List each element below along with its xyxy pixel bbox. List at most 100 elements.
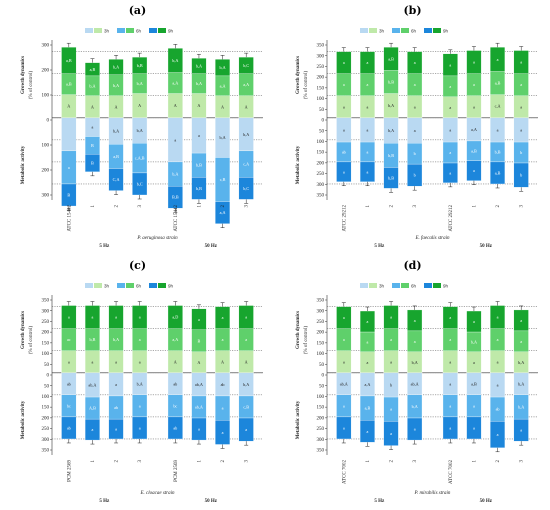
y-tick-label: 200 (317, 76, 325, 81)
sig-label: A (197, 103, 200, 108)
sig-label: a (520, 82, 522, 87)
legend-swatch-down (433, 28, 441, 33)
sig-label: b,C (243, 63, 249, 69)
legend: 3h 6h 9h (85, 283, 174, 289)
sig-label: a (473, 104, 475, 109)
sig-label: a (245, 315, 247, 320)
sig-label: a (115, 427, 117, 432)
sig-label: b (520, 150, 522, 155)
sig-label: c,B (243, 404, 249, 410)
sig-label: b,A (219, 65, 225, 71)
sig-label: B (198, 338, 201, 343)
sig-label: a (473, 403, 475, 408)
sig-label: a (68, 315, 70, 320)
sig-label: a,A (172, 337, 178, 343)
sig-label: b,A (113, 337, 119, 343)
group-label: 50 Hz (480, 244, 493, 249)
sig-label: a,A (220, 83, 226, 89)
y-axis-labels: Growth dynamics (% of control) (21, 56, 34, 99)
sig-label: a (497, 337, 499, 342)
sig-label: a,A (471, 127, 477, 133)
x-tick-label: 3 (413, 205, 418, 208)
group-label: 5 Hz (99, 499, 110, 504)
sig-label: b,A (219, 135, 225, 141)
sig-label: a (520, 428, 522, 433)
group-label: 5 Hz (374, 244, 385, 249)
sig-label: A (174, 103, 177, 108)
x-tick-label: 3 (520, 460, 525, 463)
sig-label: b,A (137, 81, 143, 87)
y-tick-label: 150 (42, 341, 50, 346)
sig-label: b (390, 382, 392, 387)
group-label: 5 Hz (99, 244, 110, 249)
sig-label: A (197, 360, 200, 365)
y-tick-label: 0 (322, 374, 325, 379)
sig-label: ab,A (411, 381, 419, 387)
legend-label: 6h (411, 29, 417, 34)
sig-label: A (91, 104, 94, 109)
ylabel-metabolic: Metabolic activity (296, 400, 301, 439)
sig-label: a (198, 317, 200, 322)
sig-label: a (497, 382, 499, 387)
sig-label: b,A (196, 63, 202, 69)
sig-label: A (138, 103, 141, 108)
sig-label: a (497, 315, 499, 320)
growth-bar-segment (490, 305, 506, 329)
sig-label: ab,A (340, 381, 348, 387)
sig-label: a,B (471, 381, 477, 387)
sig-label: b,B (388, 175, 394, 181)
sig-label: a (497, 57, 499, 62)
y-tick-label: 300 (42, 309, 50, 314)
legend-swatch-down (126, 283, 134, 288)
sig-label: A (221, 359, 224, 364)
legend-label: 9h (443, 284, 449, 289)
sig-label: ab (496, 407, 500, 412)
ylabel-unit: (% of control) (304, 326, 309, 355)
sig-label: a (449, 425, 451, 430)
y-tick-label: 50 (319, 363, 325, 368)
panel-label: (c) (129, 259, 146, 272)
sig-label: a (139, 315, 141, 320)
x-tick-label: 3 (413, 460, 418, 463)
legend-label: 3h (379, 29, 385, 34)
y-tick-label: 250 (317, 172, 325, 177)
legend-swatch-down (158, 283, 166, 288)
sig-label: a (414, 128, 416, 133)
sig-label: a,A (364, 382, 370, 388)
x-tick-label: ATCC 7002 (342, 460, 347, 485)
sig-label: c,B (220, 177, 226, 183)
y-axis-labels: Growth dynamics (% of control) (296, 311, 309, 354)
legend-swatch-down (94, 28, 102, 33)
legend-swatch-up (424, 28, 432, 33)
sig-label: a (497, 127, 499, 132)
y-tick-label: 250 (42, 427, 50, 432)
sig-label: a (367, 339, 369, 344)
group-label: 50 Hz (205, 499, 218, 504)
legend-label: 3h (104, 284, 110, 289)
legend-swatch-up (392, 283, 400, 288)
y-tick-label: 300 (317, 438, 325, 443)
sig-label: a (343, 425, 345, 430)
y-tick-label: 50 (319, 384, 325, 389)
sig-label: b,A (412, 360, 418, 366)
growth-bar-segment (108, 305, 124, 329)
metabolic-bar-segment (84, 418, 100, 441)
sig-label: a (115, 315, 117, 320)
panel-a-svg: (a) 3h 6h 9h 300 200 100 0 100 200 300 Growth dynam… (21, 4, 263, 249)
y-tick-label: 300 (42, 438, 50, 443)
sig-label: a (198, 133, 200, 138)
sig-label: a (497, 432, 499, 437)
y-tick-label: 200 (42, 69, 50, 74)
sig-label: b,A (412, 404, 418, 410)
sig-label: b,A (89, 83, 95, 89)
sig-label: b,C (137, 181, 143, 187)
x-tick-label: 1 (91, 460, 96, 463)
sig-label: a (245, 427, 247, 432)
x-tick-label: ATCC 29212 (449, 205, 454, 232)
group-label: 50 Hz (205, 244, 218, 249)
sig-label: a (473, 82, 475, 87)
sig-label: a (390, 431, 392, 436)
sig-label: a (92, 315, 94, 320)
sig-label: b,B (137, 63, 143, 69)
growth-bar-segment (407, 309, 423, 332)
